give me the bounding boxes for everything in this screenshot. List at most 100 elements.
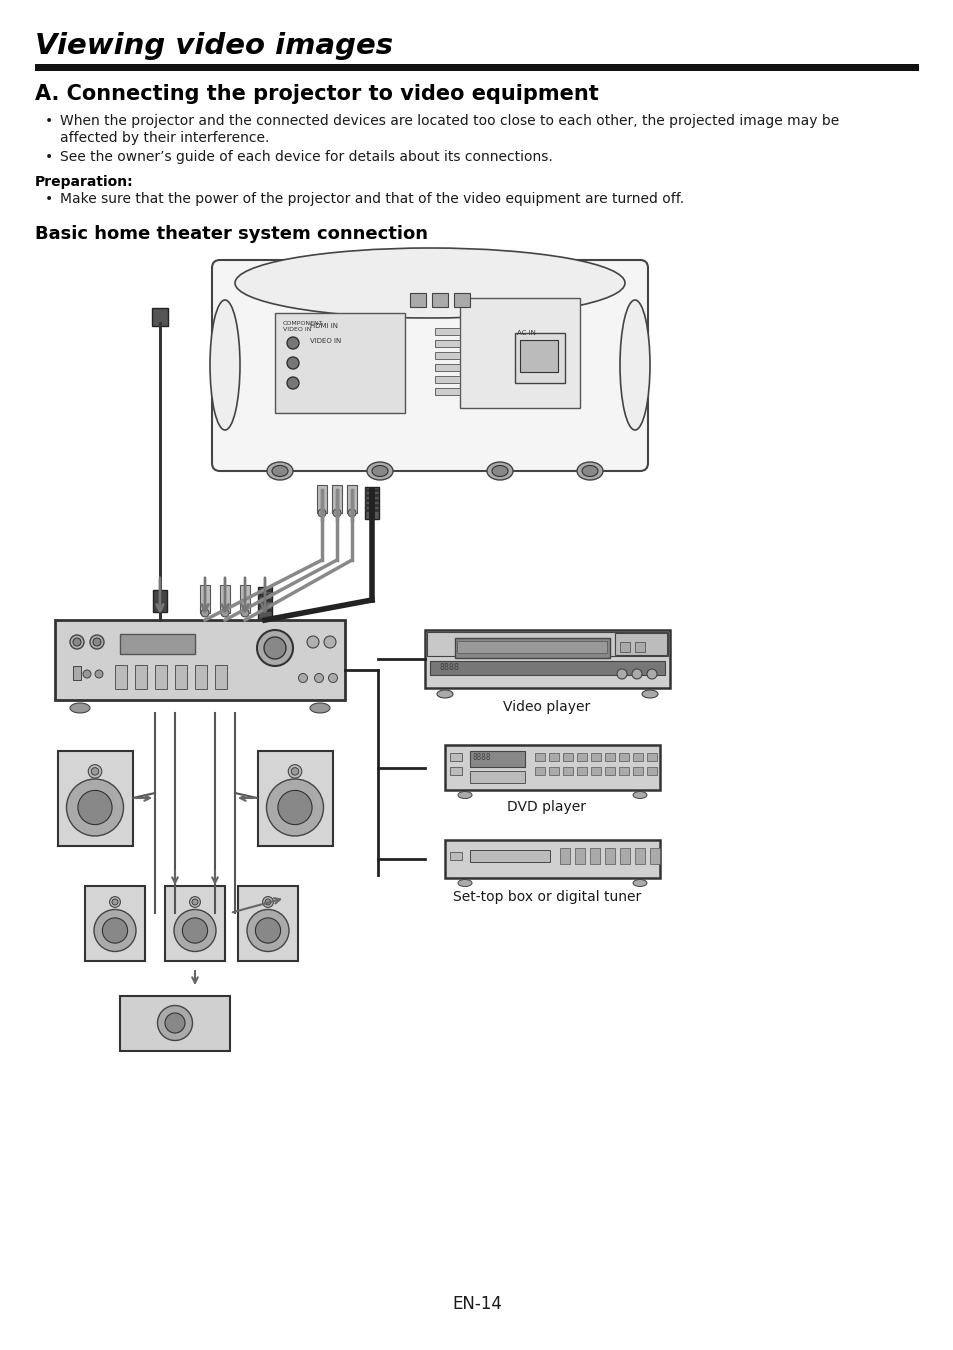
Bar [365, 500, 378, 502]
Bar [365, 504, 378, 508]
Bar [615, 633, 666, 655]
Ellipse shape [328, 674, 337, 683]
Ellipse shape [617, 670, 626, 679]
Bar [454, 293, 470, 306]
Bar [257, 609, 272, 612]
Bar [174, 666, 187, 688]
Ellipse shape [457, 791, 472, 798]
Ellipse shape [266, 779, 323, 836]
Ellipse shape [201, 609, 209, 617]
Text: AC IN: AC IN [517, 329, 536, 336]
Ellipse shape [298, 674, 307, 683]
Ellipse shape [367, 462, 393, 481]
Bar [435, 364, 459, 371]
Bar [435, 328, 459, 335]
FancyBboxPatch shape [444, 840, 659, 878]
Bar [365, 494, 378, 497]
Ellipse shape [486, 462, 513, 481]
Text: Video player: Video player [503, 701, 590, 714]
Ellipse shape [267, 462, 293, 481]
Bar [577, 753, 586, 761]
Ellipse shape [262, 896, 274, 907]
Bar [347, 485, 356, 513]
Ellipse shape [165, 1012, 185, 1033]
Bar [365, 509, 378, 512]
Bar [535, 753, 544, 761]
Ellipse shape [90, 634, 104, 649]
Ellipse shape [317, 509, 326, 517]
Bar [165, 886, 225, 961]
Bar [459, 298, 579, 408]
Ellipse shape [94, 910, 136, 952]
Bar [562, 767, 573, 775]
Bar [257, 751, 333, 846]
Bar [115, 666, 127, 688]
Bar [257, 587, 272, 620]
Bar [432, 293, 448, 306]
Bar [58, 751, 132, 846]
Ellipse shape [646, 670, 657, 679]
Bar [214, 666, 227, 688]
Ellipse shape [102, 918, 128, 944]
Bar [575, 848, 584, 864]
Ellipse shape [291, 768, 298, 775]
Ellipse shape [314, 674, 323, 683]
Bar [435, 377, 459, 383]
Bar [135, 666, 147, 688]
Ellipse shape [619, 300, 649, 431]
Ellipse shape [112, 899, 118, 904]
Ellipse shape [492, 466, 507, 477]
Ellipse shape [264, 637, 286, 659]
Bar [618, 767, 628, 775]
Ellipse shape [324, 636, 335, 648]
Ellipse shape [190, 896, 200, 907]
Bar [535, 767, 544, 775]
FancyBboxPatch shape [212, 261, 647, 471]
Bar [257, 599, 272, 602]
Bar [618, 753, 628, 761]
Ellipse shape [287, 338, 298, 350]
Bar [633, 767, 642, 775]
Bar [646, 753, 657, 761]
Bar [470, 751, 524, 767]
Bar [410, 293, 426, 306]
Ellipse shape [70, 703, 90, 713]
Ellipse shape [70, 634, 84, 649]
Text: HDMI IN: HDMI IN [310, 323, 337, 329]
Ellipse shape [436, 690, 453, 698]
Bar [73, 666, 81, 680]
Bar [455, 639, 609, 657]
Ellipse shape [210, 300, 240, 431]
Bar [619, 643, 629, 652]
Ellipse shape [73, 639, 81, 647]
Bar [470, 771, 524, 783]
Bar [450, 767, 461, 775]
Bar [635, 848, 644, 864]
Bar [577, 767, 586, 775]
Ellipse shape [241, 609, 249, 617]
Text: Set-top box or digital tuner: Set-top box or digital tuner [453, 890, 640, 905]
Bar [619, 848, 629, 864]
Bar [332, 485, 341, 513]
Ellipse shape [287, 356, 298, 369]
Bar [316, 485, 327, 513]
FancyBboxPatch shape [444, 745, 659, 790]
Bar [590, 767, 600, 775]
Bar [240, 585, 250, 613]
Bar [589, 848, 599, 864]
Ellipse shape [67, 779, 123, 836]
Ellipse shape [333, 509, 340, 517]
Bar [274, 313, 405, 413]
Ellipse shape [272, 466, 288, 477]
Bar [604, 753, 615, 761]
Ellipse shape [372, 466, 388, 477]
Text: 8888: 8888 [473, 753, 491, 761]
Bar [365, 487, 378, 518]
Bar [365, 489, 378, 491]
Text: Make sure that the power of the projector and that of the video equipment are tu: Make sure that the power of the projecto… [60, 192, 683, 207]
Ellipse shape [310, 703, 330, 713]
Text: COMPONENT
VIDEO IN: COMPONENT VIDEO IN [283, 321, 323, 332]
Bar [604, 848, 615, 864]
Text: A. Connecting the projector to video equipment: A. Connecting the projector to video equ… [35, 84, 598, 104]
Bar [470, 850, 550, 863]
